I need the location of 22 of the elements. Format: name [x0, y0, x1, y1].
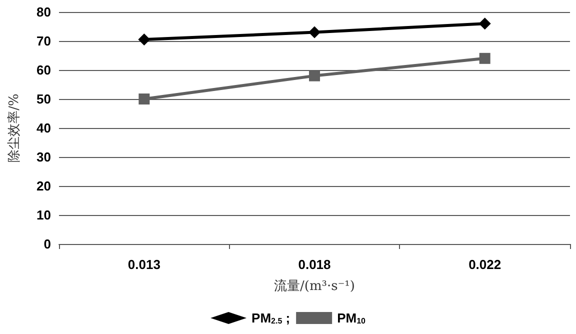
y-tick-label: 60: [36, 62, 51, 78]
point: [138, 94, 150, 104]
legend-label: PM2.5 ;: [252, 310, 290, 326]
point: [478, 18, 491, 30]
x-tick-label: 0.022: [468, 257, 502, 272]
point: [308, 26, 320, 38]
y-tick-label: 70: [36, 34, 51, 48]
point: [309, 70, 320, 82]
x-tick-label: 0.013: [128, 257, 160, 272]
point: [138, 34, 150, 46]
y-tick-label: 10: [36, 208, 51, 222]
y-tick-label: 40: [36, 120, 51, 136]
y-tick-label: 0: [44, 236, 51, 252]
point: [479, 52, 490, 64]
y-tick-label: 20: [36, 178, 51, 194]
y-axis-title: 除尘效率/%: [6, 94, 22, 162]
x-tick-label: 0.018: [298, 257, 331, 272]
y-tick-label: 80: [36, 4, 51, 20]
y-tick-label: 30: [36, 150, 51, 164]
x-axis-title: 流量/(m³·s⁻¹): [274, 278, 355, 294]
y-tick-label: 50: [36, 92, 51, 106]
legend-label: PM10: [337, 310, 366, 326]
